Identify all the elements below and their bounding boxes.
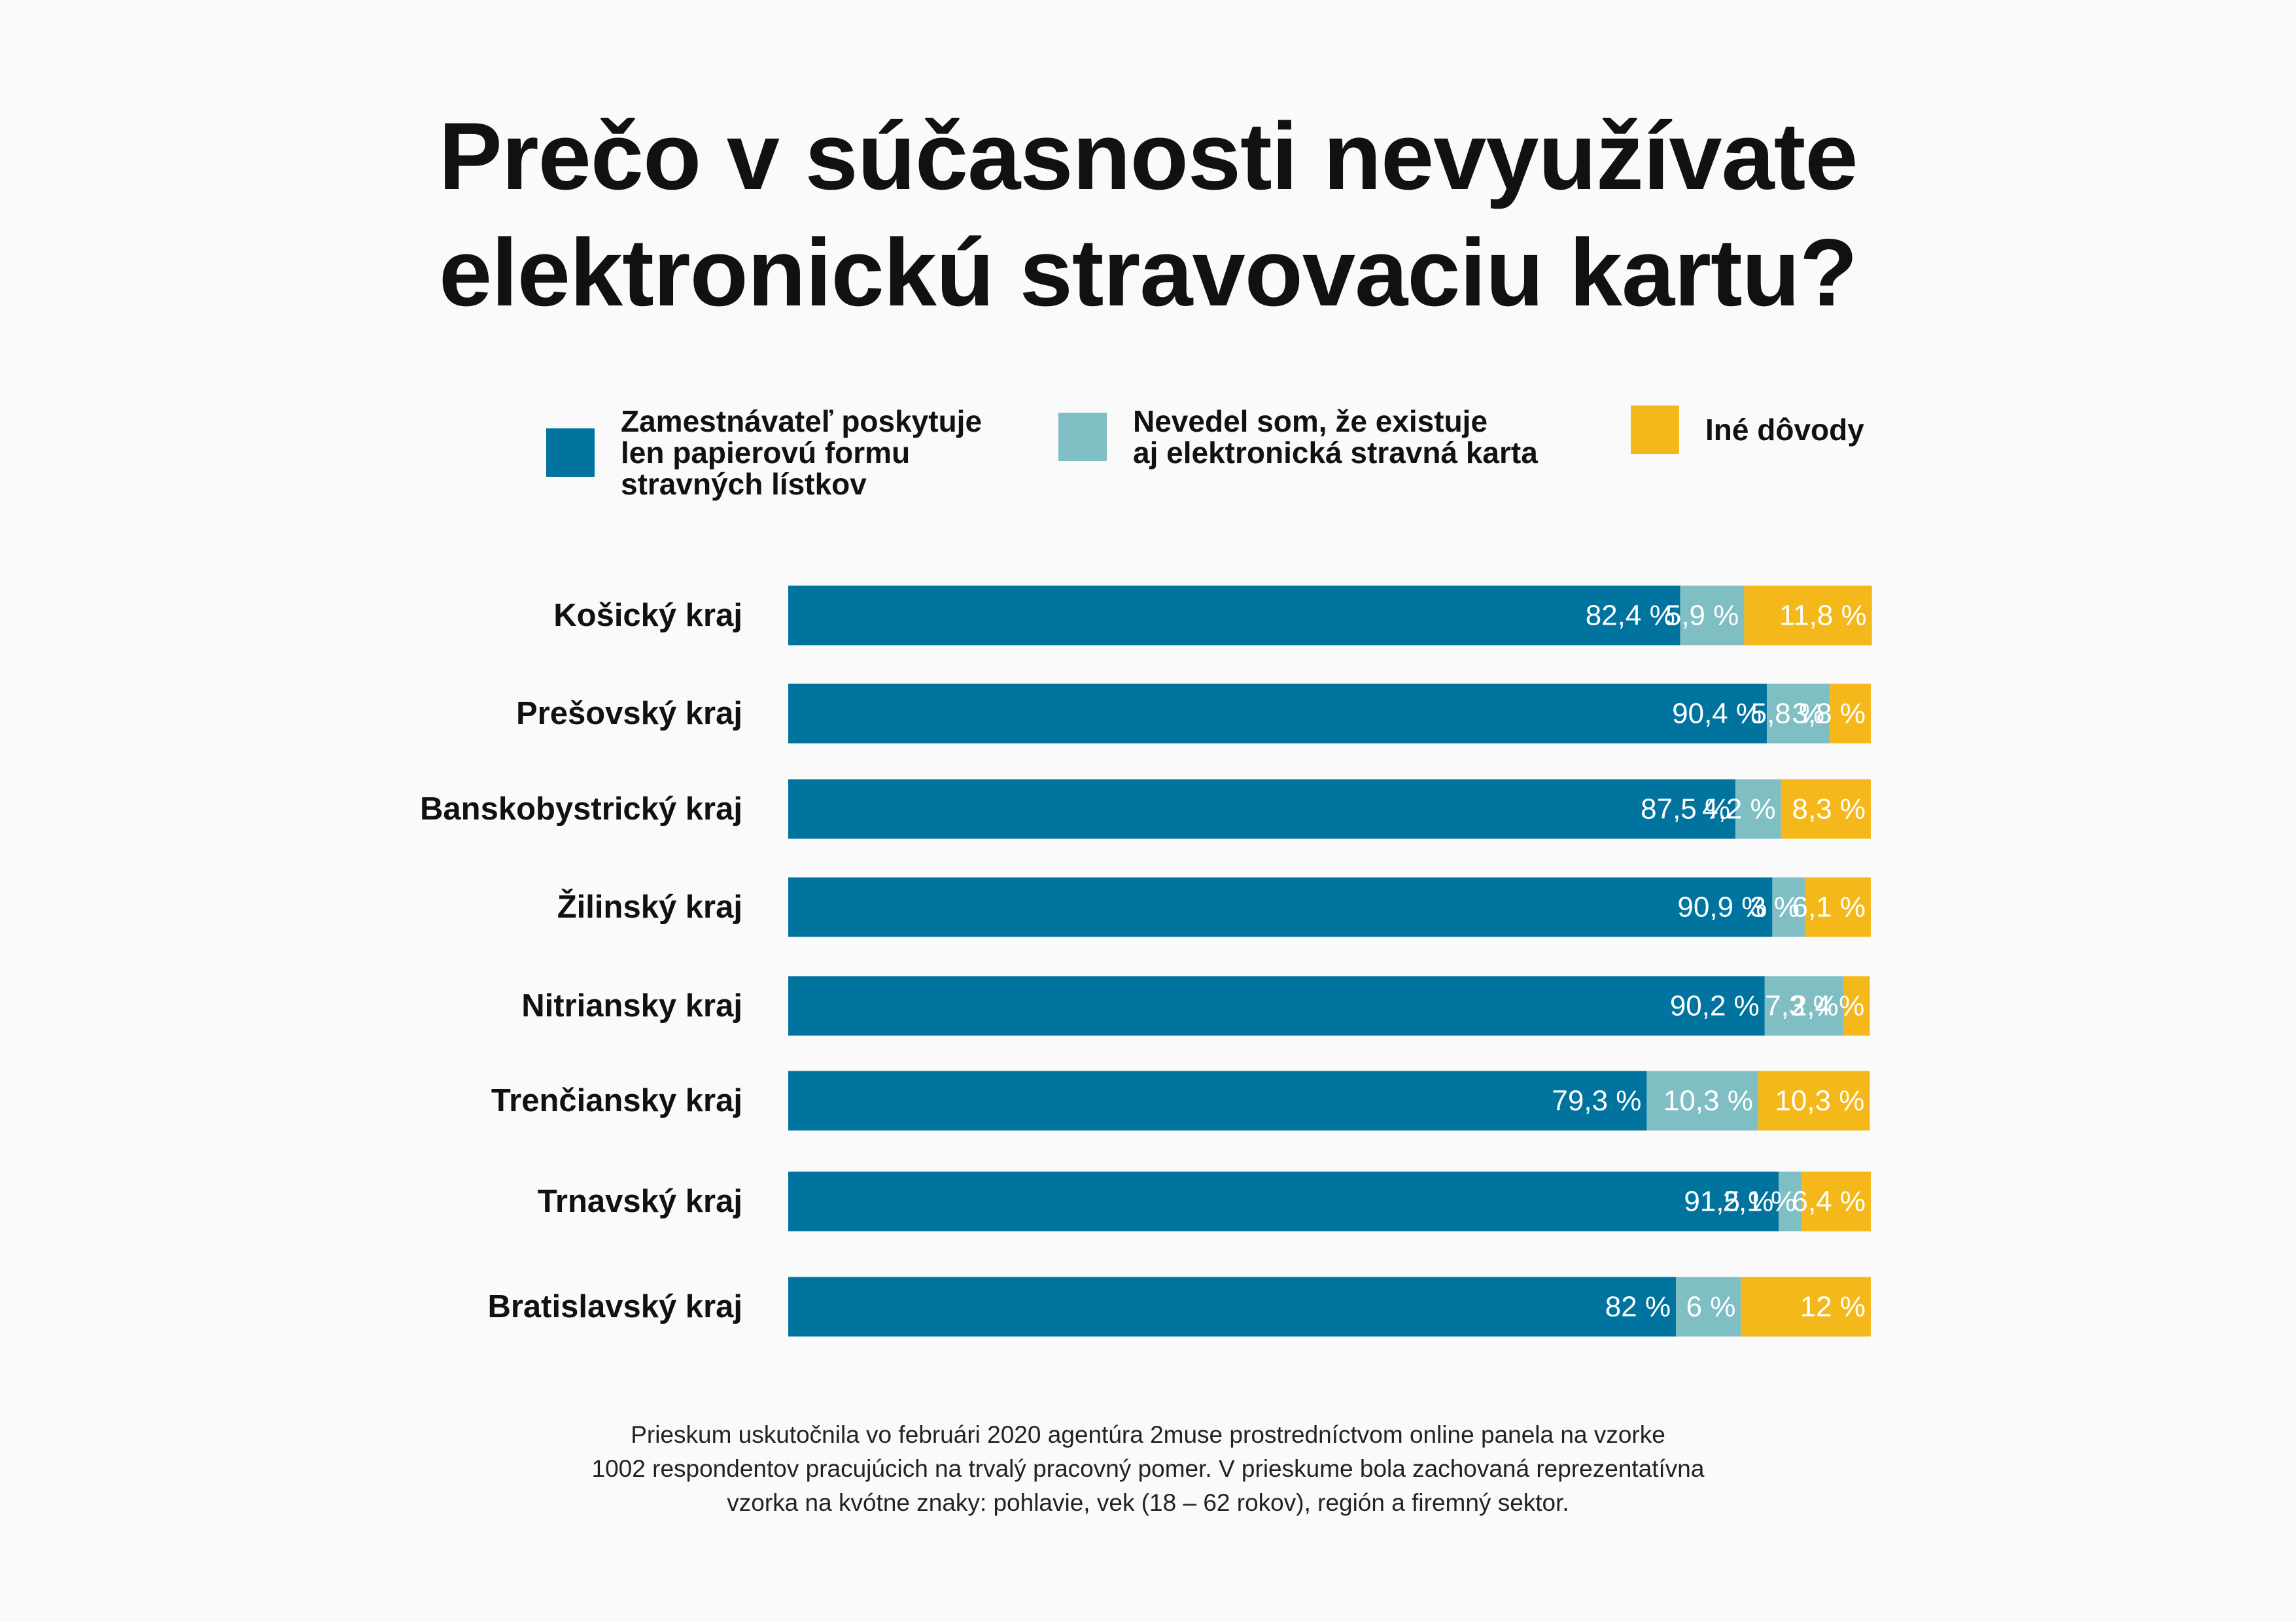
- category-label: Trenčiansky kraj: [491, 1083, 742, 1118]
- legend-swatch-other-reasons: [1631, 406, 1679, 454]
- bar-segment-paper-only: [788, 779, 1736, 839]
- data-label-paper-only: 87,5 %: [1641, 793, 1730, 825]
- chart-legend: Zamestnávateľ poskytuje len papierovú fo…: [0, 406, 2296, 510]
- data-label-paper-only: 90,9 %: [1677, 891, 1767, 923]
- bar-segment-unaware: [1767, 683, 1830, 744]
- legend-label-unaware: Nevedel som, že existuje aj elektronická…: [1133, 404, 1538, 470]
- chart-title: Prečo v súčasnosti nevyužívate elektroni…: [0, 98, 2296, 331]
- data-label-paper-only: 82 %: [1605, 1291, 1671, 1323]
- legend-label-paper-only: Zamestnávateľ poskytuje len papierovú fo…: [621, 404, 983, 501]
- data-label-unaware: 6 %: [1686, 1291, 1736, 1323]
- bar-segment-paper-only: [788, 877, 1773, 937]
- legend-item-paper-only: Zamestnávateľ poskytuje len papierovú fo…: [546, 406, 982, 500]
- data-label-paper-only: 79,3 %: [1552, 1085, 1641, 1117]
- bar-segment-paper-only: [788, 1277, 1677, 1337]
- category-label: Žilinský kraj: [557, 889, 742, 925]
- bar-segment-unaware: [1772, 877, 1805, 937]
- category-label: Banskobystrický kraj: [420, 791, 742, 827]
- bar-segment-paper-only: [788, 585, 1680, 646]
- survey-footnote: Prieskum uskutočnila vo februári 2020 ag…: [0, 1418, 2296, 1520]
- bar-segment-other-reasons: [1843, 976, 1870, 1036]
- data-label-other-reasons: 8,3 %: [1792, 793, 1866, 825]
- category-label: Prešovský kraj: [516, 696, 742, 731]
- category-label: Bratislavský kraj: [487, 1289, 742, 1324]
- bar-segment-unaware: [1764, 976, 1844, 1036]
- bar-segment-other-reasons: [1758, 1071, 1870, 1131]
- bar-segment-unaware: [1735, 779, 1781, 839]
- data-label-paper-only: 90,2 %: [1670, 990, 1760, 1022]
- footnote-line-1: Prieskum uskutočnila vo februári 2020 ag…: [631, 1421, 1665, 1448]
- data-label-unaware: 5,9 %: [1665, 600, 1739, 632]
- bar-segment-other-reasons: [1805, 877, 1871, 937]
- chart-title-line-2: elektronickú stravovaciu kartu?: [439, 219, 1858, 326]
- legend-swatch-paper-only: [546, 428, 595, 477]
- data-label-unaware: 10,3 %: [1663, 1085, 1753, 1117]
- bar-segment-other-reasons: [1830, 683, 1871, 744]
- data-label-unaware: 7,3 %: [1765, 990, 1839, 1022]
- data-label-other-reasons: 6,1 %: [1792, 891, 1866, 923]
- bar-segment-unaware: [1676, 1277, 1741, 1337]
- data-label-other-reasons: 6,4 %: [1792, 1186, 1866, 1218]
- bar-segment-other-reasons: [1781, 779, 1871, 839]
- data-label-other-reasons: 12 %: [1800, 1291, 1866, 1323]
- bar-segment-other-reasons: [1741, 1277, 1871, 1337]
- category-label: Košický kraj: [553, 598, 742, 633]
- legend-label-other-reasons: Iné dôvody: [1705, 413, 1864, 447]
- data-label-other-reasons: 2,4 %: [1791, 990, 1865, 1022]
- data-label-other-reasons: 3,8 %: [1792, 698, 1866, 730]
- bar-segment-paper-only: [788, 683, 1767, 744]
- bar-segment-unaware: [1646, 1071, 1758, 1131]
- data-label-paper-only: 82,4 %: [1586, 600, 1675, 632]
- data-label-unaware: 3 %: [1750, 891, 1800, 923]
- footnote-line-2: 1002 respondentov pracujúcich na trvalý …: [591, 1455, 1705, 1482]
- footnote-line-3: vzorka na kvótne znaky: pohlavie, vek (1…: [727, 1489, 1569, 1516]
- data-label-other-reasons: 10,3 %: [1775, 1085, 1864, 1117]
- bar-segment-unaware: [1779, 1171, 1802, 1232]
- bar-segment-unaware: [1680, 585, 1745, 646]
- category-label: Nitriansky kraj: [521, 988, 742, 1024]
- bar-segment-paper-only: [788, 1171, 1779, 1232]
- bar-segment-paper-only: [788, 1071, 1647, 1131]
- bar-segment-paper-only: [788, 976, 1765, 1036]
- legend-item-unaware: Nevedel som, že existuje aj elektronická…: [1058, 406, 1538, 468]
- legend-swatch-unaware: [1058, 413, 1107, 461]
- data-label-unaware: 2,1 %: [1723, 1186, 1797, 1218]
- bar-segment-other-reasons: [1744, 585, 1872, 646]
- category-label: Trnavský kraj: [538, 1184, 742, 1219]
- data-label-unaware: 5,8 %: [1751, 698, 1825, 730]
- data-label-other-reasons: 11,8 %: [1779, 600, 1867, 632]
- data-label-paper-only: 91,5 %: [1684, 1186, 1773, 1218]
- chart-title-line-1: Prečo v súčasnosti nevyužívate: [438, 103, 1858, 209]
- legend-item-other-reasons: Iné dôvody: [1631, 406, 1864, 454]
- bar-segment-other-reasons: [1801, 1171, 1871, 1232]
- data-label-paper-only: 90,4 %: [1672, 698, 1762, 730]
- data-label-unaware: 4,2 %: [1702, 793, 1776, 825]
